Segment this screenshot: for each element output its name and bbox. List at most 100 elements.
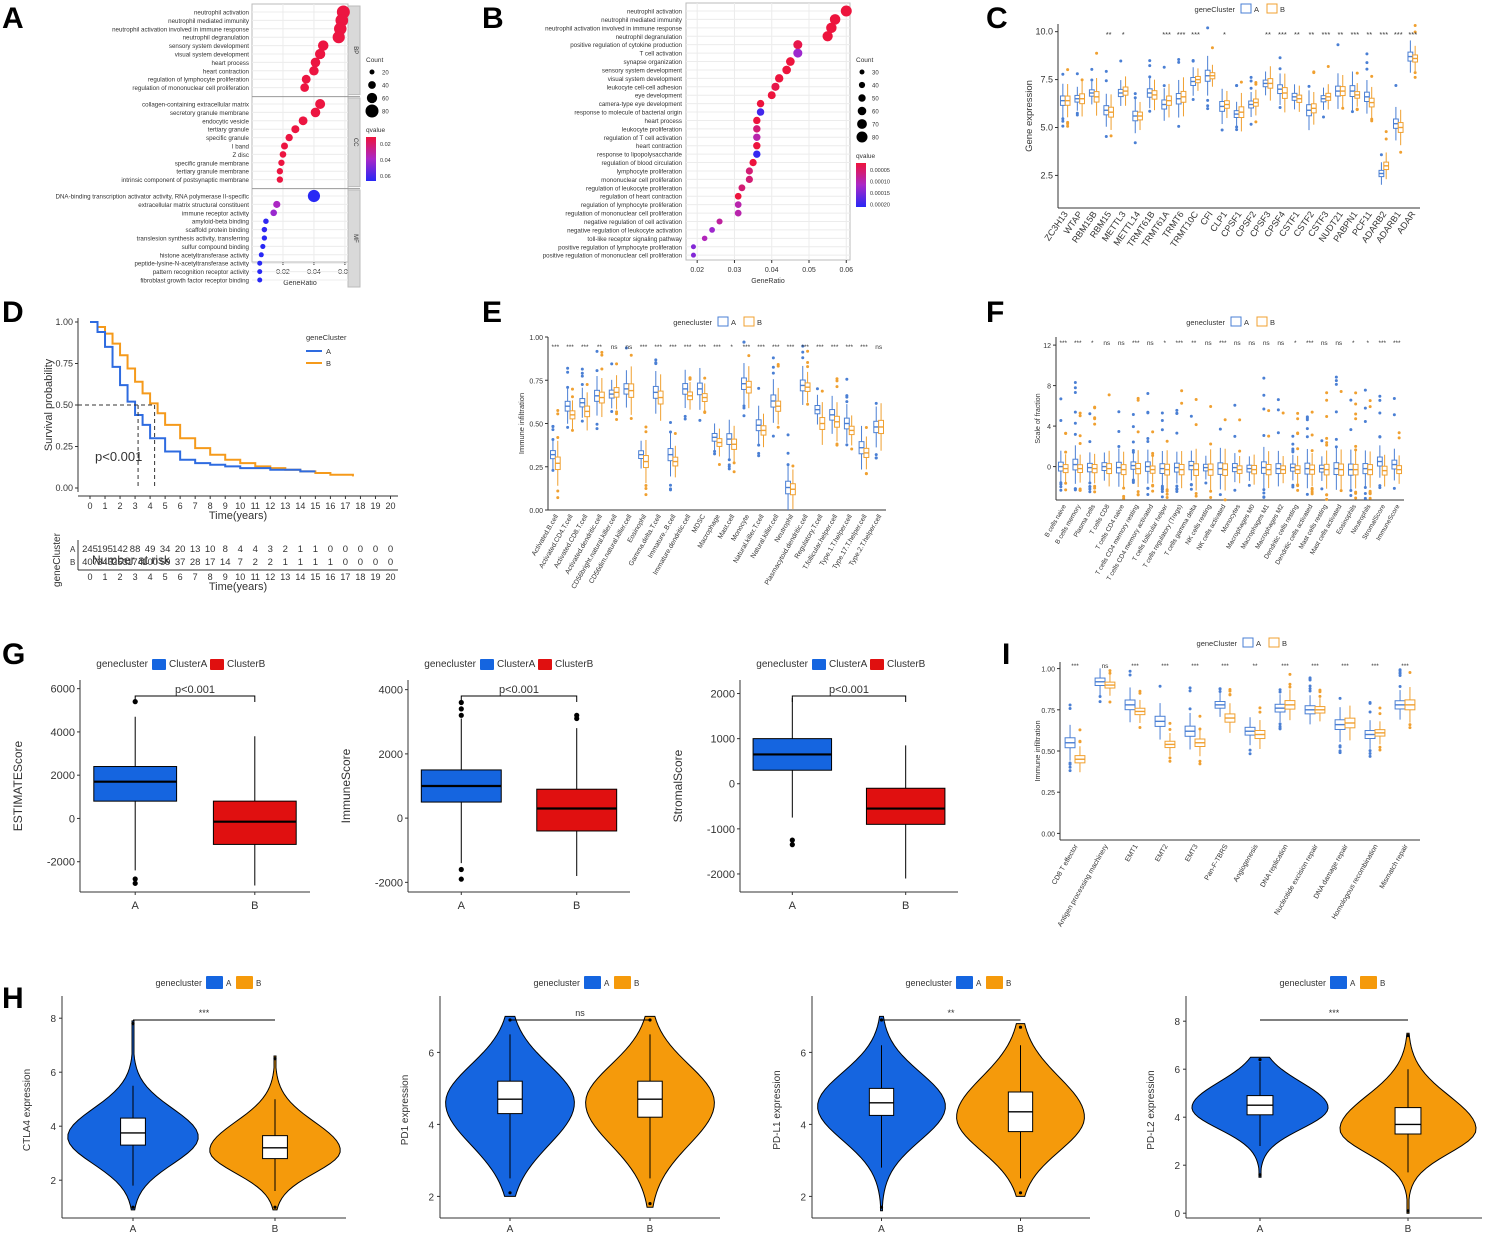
x-tick-label: 7 <box>193 501 198 511</box>
risk-x-tick-label: 2 <box>118 572 123 582</box>
risk-x-tick-label: 14 <box>295 572 305 582</box>
term-dot <box>745 167 753 175</box>
y-tick-label: 1.00 <box>55 317 73 327</box>
term-dot <box>276 168 284 175</box>
outlier-point <box>1160 418 1164 422</box>
term-label: camera-type eye development <box>599 101 683 108</box>
legend-swatch <box>870 659 884 670</box>
panel-b-go-dotplot: B 0.02 0.03 0.04 0.05 0.06 GeneRatio neutrophil… <box>482 2 890 285</box>
outlier-point <box>1233 434 1237 438</box>
outlier-point <box>845 400 849 404</box>
legend-size-dot <box>858 81 866 89</box>
outlier-point <box>1278 67 1282 71</box>
x-tick-label: 0 <box>87 501 92 511</box>
outlier-point <box>1068 703 1072 707</box>
outlier-point <box>1098 700 1102 704</box>
outlier-point <box>727 465 731 469</box>
outlier-point <box>580 382 584 386</box>
legend-swatch <box>1360 976 1377 989</box>
estimate-subplot: genecluster ClusterA ClusterB -2000 0 2000 400… <box>339 659 630 912</box>
term-label: toll-like receptor signaling pathway <box>587 236 682 243</box>
outlier-point <box>1363 492 1367 496</box>
outlier-point <box>1310 488 1314 492</box>
outlier-point <box>1262 495 1266 499</box>
x-category-label: Pan-F-TBRS <box>1204 843 1230 881</box>
y-axis-label: Immune infiltration <box>1033 720 1042 781</box>
outlier-point <box>1325 443 1329 447</box>
term-label: collagen-containing extracellular matrix <box>142 102 250 109</box>
risk-count: 0 <box>373 544 378 555</box>
outlier-point <box>1408 726 1412 730</box>
outlier-point <box>1059 397 1063 401</box>
outlier-point <box>1334 445 1338 449</box>
x-tick-label: 0.04 <box>765 267 779 274</box>
term-dot <box>753 150 761 158</box>
outlier-point <box>1325 391 1329 395</box>
outlier-point <box>1235 128 1239 132</box>
outlier-point <box>1191 59 1195 63</box>
y-axis-label: PD-L1 expression <box>772 1070 783 1149</box>
term-label: regulation of T cell activation <box>604 135 683 142</box>
outlier-point <box>1258 1173 1262 1177</box>
risk-count: 253 <box>112 557 128 568</box>
legend-q-label: 0.06 <box>380 174 391 180</box>
significance-label: ns <box>875 344 883 351</box>
x-category-label: B <box>1017 1224 1024 1233</box>
outlier-point <box>1325 497 1329 501</box>
x-tick-label: 2 <box>118 501 123 511</box>
outlier-point <box>1296 431 1300 435</box>
outlier-point <box>1073 487 1077 491</box>
legend-title: geneCluster <box>1197 639 1238 648</box>
outlier-point <box>1160 490 1164 494</box>
outlier-point <box>1131 425 1135 429</box>
term-label: lymphocyte proliferation <box>617 168 683 175</box>
outlier-point <box>1339 389 1343 393</box>
outlier-point <box>1218 493 1222 497</box>
outlier-point <box>835 377 839 381</box>
x-tick-label: 1 <box>103 501 108 511</box>
outlier-point <box>1258 1058 1262 1062</box>
x-axis-label: Time(years) <box>209 510 267 522</box>
outlier-point <box>845 377 849 381</box>
panel-letter: I <box>1002 638 1010 671</box>
legend-label: ClusterB <box>227 659 266 670</box>
significance-label: *** <box>743 344 751 351</box>
y-tick-label: 6 <box>50 1068 56 1079</box>
risk-count: 3 <box>268 544 273 555</box>
outlier-point <box>1078 411 1082 415</box>
legend-size-dot <box>856 131 868 143</box>
outlier-point <box>1334 437 1338 441</box>
outlier-point <box>1368 754 1372 758</box>
outlier-point <box>580 367 584 371</box>
outlier-point <box>1133 92 1137 96</box>
outlier-point <box>1078 414 1082 418</box>
outlier-point <box>1188 707 1192 711</box>
legend-swatch <box>1256 316 1268 327</box>
x-category-label: B <box>902 900 909 912</box>
term-label: translesion synthesis activity, transfer… <box>137 236 250 243</box>
outlier-point <box>1133 96 1137 100</box>
y-tick-label: 0.50 <box>55 400 73 410</box>
term-label: Z disc <box>232 152 249 159</box>
significance-label: *** <box>566 344 574 351</box>
outlier-point <box>771 371 775 375</box>
x-category-label: DNA damage repair <box>1313 843 1350 900</box>
outlier-point <box>1131 440 1135 444</box>
outlier-point <box>1209 442 1213 446</box>
outlier-point <box>1109 134 1113 138</box>
term-label: regulation of leukocyte proliferation <box>586 185 683 192</box>
outlier-point <box>595 349 599 353</box>
risk-x-tick-label: 16 <box>325 572 335 582</box>
term-dot <box>257 277 263 283</box>
outlier-point <box>1061 117 1065 121</box>
panel-letter: H <box>2 982 24 1015</box>
significance-label: ** <box>1106 30 1112 39</box>
term-dot <box>749 158 757 167</box>
outlier-point <box>1249 75 1253 79</box>
outlier-point <box>1165 488 1169 492</box>
outlier-point <box>132 876 138 882</box>
legend-swatch <box>1230 316 1242 327</box>
term-label: histone acetyltransferase activity <box>160 252 250 259</box>
outlier-point <box>1262 488 1266 492</box>
